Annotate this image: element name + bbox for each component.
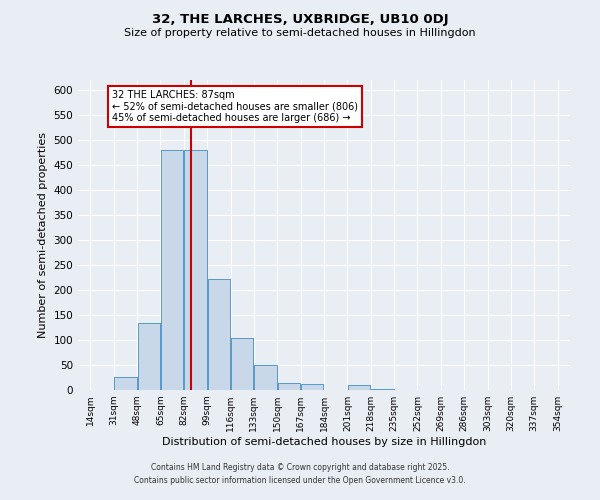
Bar [231, 338, 253, 390]
Text: Contains public sector information licensed under the Open Government Licence v3: Contains public sector information licen… [134, 476, 466, 485]
Bar [278, 382, 300, 390]
Bar [254, 365, 277, 390]
Bar [208, 279, 230, 390]
X-axis label: Distribution of semi-detached houses by size in Hillingdon: Distribution of semi-detached houses by … [162, 437, 486, 447]
Bar [137, 322, 160, 390]
Bar [114, 376, 137, 390]
Bar [348, 385, 370, 390]
Bar [371, 389, 394, 390]
Y-axis label: Number of semi-detached properties: Number of semi-detached properties [38, 132, 48, 338]
Bar [301, 384, 323, 390]
Text: Size of property relative to semi-detached houses in Hillingdon: Size of property relative to semi-detach… [124, 28, 476, 38]
Bar [161, 150, 183, 390]
Bar [184, 150, 206, 390]
Text: 32 THE LARCHES: 87sqm
← 52% of semi-detached houses are smaller (806)
45% of sem: 32 THE LARCHES: 87sqm ← 52% of semi-deta… [112, 90, 358, 123]
Text: 32, THE LARCHES, UXBRIDGE, UB10 0DJ: 32, THE LARCHES, UXBRIDGE, UB10 0DJ [152, 12, 448, 26]
Text: Contains HM Land Registry data © Crown copyright and database right 2025.: Contains HM Land Registry data © Crown c… [151, 464, 449, 472]
